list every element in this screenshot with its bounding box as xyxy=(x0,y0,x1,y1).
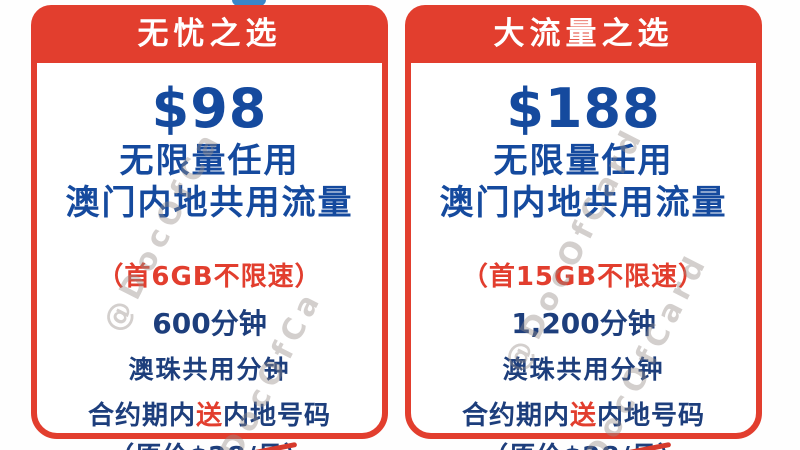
plan-unlimited-label: 无限量任用 xyxy=(493,141,674,181)
plan-minutes: 1,200分钟 xyxy=(511,307,656,340)
orig-price-close: ） xyxy=(284,442,311,450)
orig-price-open: （原价 xyxy=(482,442,563,450)
plan-minutes-note: 澳珠共用分钟 xyxy=(128,355,291,384)
plan-price: $188 xyxy=(506,77,661,140)
orig-price-open: （原价 xyxy=(108,442,189,450)
plan-card-header: 大流量之选 xyxy=(405,5,762,63)
plan-contract-line: 合约期内送内地号码 xyxy=(37,395,382,432)
plan-card-header: 无忧之选 xyxy=(31,5,388,63)
cropped-blue-logo-arc xyxy=(232,0,266,9)
plan-unlimited-label: 无限量任用 xyxy=(119,141,300,181)
contract-gift-highlight: 送 xyxy=(195,401,223,431)
orig-price-struck-value: $28/月 xyxy=(171,436,298,450)
plan-card-big-data[interactable]: 大流量之选 $188 无限量任用 澳门内地共用流量 （首15GB不限速） 1,2… xyxy=(405,5,762,450)
plan-price: $98 xyxy=(151,77,268,140)
plan-original-price-line: （原价$28/月） xyxy=(411,436,756,450)
plan-shared-data-label: 澳门内地共用流量 xyxy=(439,183,728,223)
orig-price-text: $28/月 xyxy=(189,442,284,450)
contract-suffix: 内地号码 xyxy=(597,401,706,431)
contract-gift-highlight: 送 xyxy=(569,401,597,431)
orig-price-close: ） xyxy=(658,442,685,450)
plan-minutes: 600分钟 xyxy=(152,307,267,340)
contract-prefix: 合约期内 xyxy=(87,401,196,431)
plan-speed-note: （首15GB不限速） xyxy=(461,262,706,292)
contract-suffix: 内地号码 xyxy=(223,401,332,431)
contract-prefix: 合约期内 xyxy=(461,401,570,431)
plan-card-worry-free[interactable]: 无忧之选 $98 无限量任用 澳门内地共用流量 （首6GB不限速） 600分钟 … xyxy=(31,5,388,450)
plan-minutes-note: 澳珠共用分钟 xyxy=(502,355,665,384)
plan-shared-data-label: 澳门内地共用流量 xyxy=(65,183,354,223)
plan-speed-note: （首6GB不限速） xyxy=(97,262,322,292)
plan-contract-line: 合约期内送内地号码 xyxy=(411,395,756,432)
orig-price-text: $28/月 xyxy=(563,442,658,450)
orig-price-struck-value: $28/月 xyxy=(545,436,672,450)
plan-original-price-line: （原价$28/月） xyxy=(37,436,382,450)
